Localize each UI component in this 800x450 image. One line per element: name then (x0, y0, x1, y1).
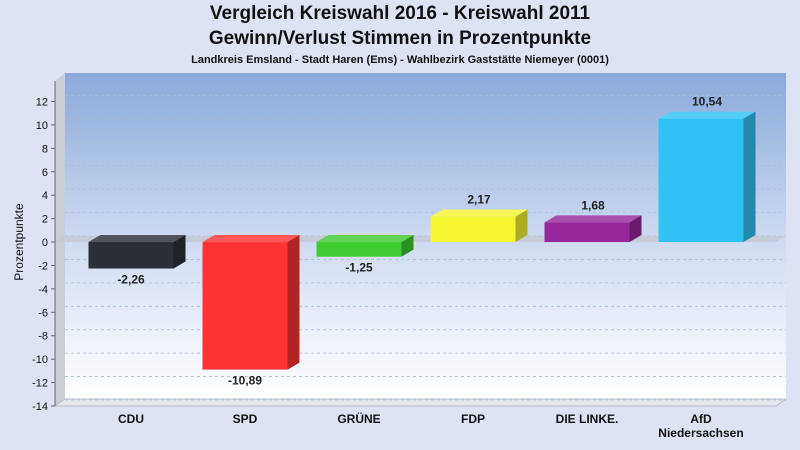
bar-top-face (430, 209, 528, 217)
y-tick-label: -6 (38, 307, 48, 319)
plot-floor (53, 398, 788, 407)
chart-title-line1: Vergleich Kreiswahl 2016 - Kreiswahl 201… (209, 3, 591, 24)
bar-side-face (401, 235, 414, 257)
value-label: 2,17 (467, 193, 491, 207)
category-label: GRÜNE (337, 411, 380, 426)
value-label: 1,68 (581, 198, 605, 212)
bar (658, 118, 744, 243)
bar (430, 216, 516, 243)
bar (544, 222, 630, 243)
y-tick-label: -10 (32, 354, 48, 366)
category-label: DIE LINKE. (556, 412, 619, 426)
y-tick-label: 2 (42, 214, 48, 226)
value-label: -1,25 (345, 261, 373, 275)
bar (202, 242, 288, 370)
bar-top-face (316, 235, 414, 243)
y-tick-label: 8 (42, 143, 48, 155)
bar (88, 242, 174, 269)
category-label: AfD (690, 412, 712, 426)
y-tick-label: 4 (42, 190, 48, 202)
bar-side-face (629, 215, 642, 243)
y-tick-label: -8 (38, 331, 48, 343)
value-label: 10,54 (692, 95, 722, 109)
y-tick-label: -2 (38, 260, 48, 272)
y-tick-label: -12 (32, 378, 48, 390)
y-tick-label: 10 (36, 120, 48, 132)
bar-top-face (544, 215, 642, 223)
y-tick-label: 0 (42, 237, 48, 249)
category-label: Niedersachsen (658, 426, 743, 440)
y-tick-label: 12 (36, 97, 48, 109)
bar-top-face (88, 235, 186, 243)
value-label: -10,89 (228, 374, 262, 388)
y-tick-label: -4 (38, 284, 48, 296)
bar-side-face (515, 209, 528, 243)
bar (316, 242, 402, 257)
chart-title-line2: Gewinn/Verlust Stimmen in Prozentpunkte (208, 28, 592, 49)
value-label: -2,26 (117, 273, 145, 287)
category-label: FDP (461, 412, 485, 426)
y-tick-label: -14 (32, 401, 48, 413)
chart-subtitle: Landkreis Emsland - Stadt Haren (Ems) - … (191, 54, 609, 66)
bar-side-face (287, 235, 300, 370)
bar-top-face (202, 235, 300, 243)
category-label: CDU (118, 412, 144, 426)
category-label: SPD (233, 412, 258, 426)
y-tick-label: 6 (42, 167, 48, 179)
bar-top-face (658, 111, 756, 119)
bar-side-face (173, 235, 186, 269)
bar-side-face (743, 111, 756, 243)
